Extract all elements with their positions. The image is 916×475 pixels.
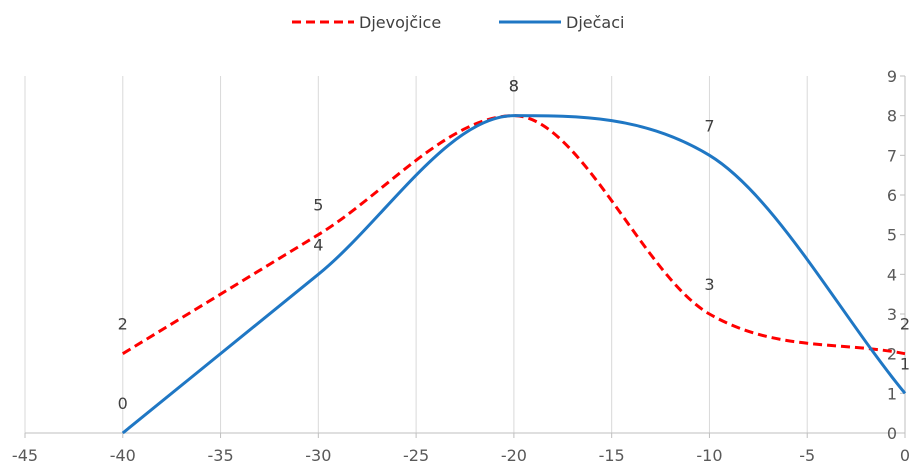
y-tick-label-1: 1: [887, 384, 897, 403]
y-tick-label-8: 8: [887, 107, 897, 126]
x-tick-label-4: -25: [403, 446, 429, 465]
x-tick-label-0: -45: [12, 446, 38, 465]
y-tick-label-4: 4: [887, 265, 897, 284]
data-label-0-0: 2: [118, 315, 128, 334]
series-line-1: [121, 114, 907, 435]
x-tick-label-8: -5: [799, 446, 815, 465]
y-tick-label-2: 2: [887, 345, 897, 364]
data-label-1-2: 8: [509, 77, 519, 96]
y-tick-label-6: 6: [887, 186, 897, 205]
data-label-0-3: 3: [704, 275, 714, 294]
data-label-0-4: 2: [900, 315, 910, 334]
data-label-1-4: 1: [900, 354, 910, 373]
y-tick-label-0: 0: [887, 424, 897, 443]
data-label-1-3: 7: [704, 116, 714, 135]
legend-label-1: Dječaci: [566, 13, 624, 32]
data-label-0-1: 5: [313, 196, 323, 215]
legend-label-0: Djevojčice: [359, 13, 441, 32]
series-line-0: [121, 114, 906, 356]
series-layer: [121, 114, 907, 435]
y-tick-label-5: 5: [887, 226, 897, 245]
x-tick-label-6: -15: [599, 446, 625, 465]
y-tick-label-9: 9: [887, 67, 897, 86]
x-tick-label-3: -30: [305, 446, 331, 465]
y-tick-label-3: 3: [887, 305, 897, 324]
x-tick-label-5: -20: [501, 446, 527, 465]
data-label-1-0: 0: [118, 394, 128, 413]
y-tick-label-7: 7: [887, 146, 897, 165]
x-tick-label-7: -10: [696, 446, 722, 465]
legend: Djevojčice Dječaci: [292, 13, 624, 32]
x-tick-label-1: -40: [110, 446, 136, 465]
data-label-0-2: 8: [509, 77, 519, 96]
x-tick-label-2: -35: [207, 446, 233, 465]
data-label-1-1: 4: [313, 235, 323, 254]
x-tick-label-9: 0: [900, 446, 910, 465]
